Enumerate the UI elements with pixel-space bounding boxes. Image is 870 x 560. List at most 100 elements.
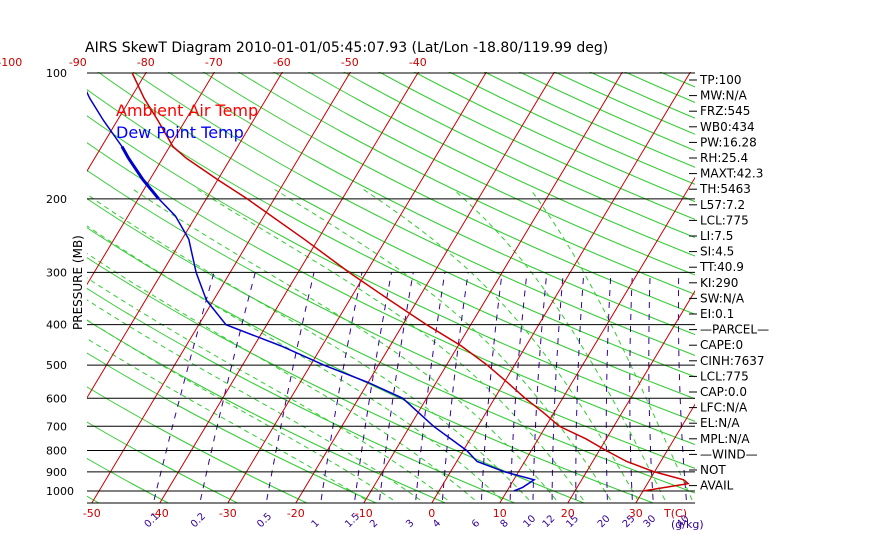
top-temp-tick-label: -70 (205, 56, 223, 69)
dry-adiabat-line (87, 198, 695, 494)
top-temp-tick-label: -50 (341, 56, 359, 69)
top-temp-tick-label: -100 (0, 56, 22, 69)
index-label: TP:100 (699, 73, 742, 87)
top-temp-tick-label: -80 (137, 56, 155, 69)
dry-adiabat-line (413, 72, 695, 203)
bottom-temp-tick-label: -30 (219, 507, 237, 520)
index-label: EI:0.1 (700, 307, 734, 321)
moist-adiabat-line (87, 337, 366, 501)
isotherm-line (567, 290, 695, 503)
isotherm-line (431, 72, 691, 503)
bottom-temp-tick-label: 30 (629, 507, 643, 520)
dry-adiabat-line (343, 72, 695, 239)
dry-adiabat-line (87, 287, 517, 503)
index-label: SW:N/A (700, 291, 745, 305)
profile-layer (87, 72, 690, 492)
pressure-tick-label: 1000 (46, 485, 74, 498)
index-label: TT:40.9 (699, 260, 744, 274)
index-label: MW:N/A (700, 89, 748, 103)
isotherm-line (87, 72, 283, 399)
moist-adiabat-line (87, 277, 448, 501)
pressure-tick-label: 300 (46, 266, 67, 279)
mixing-ratio-line (153, 272, 215, 501)
bottom-temp-tick-label: 20 (561, 507, 575, 520)
mixing-ratio-unit-label: (g/kg) (671, 518, 704, 531)
isotherm-line (91, 72, 351, 503)
dry-adiabat-line (87, 169, 695, 469)
dry-adiabat-line (87, 386, 309, 503)
index-label: LI:7.5 (700, 229, 733, 243)
bottom-temp-tick-label: -50 (83, 507, 101, 520)
moist-adiabat-line (87, 225, 503, 501)
dry-adiabat-line (237, 72, 695, 295)
dry-adiabat-line (202, 72, 695, 315)
grid-layer (87, 72, 695, 503)
index-label: SI:4.5 (700, 245, 734, 259)
bottom-temp-tick-label: -10 (355, 507, 373, 520)
bottom-temp-tick-label: 0 (428, 507, 435, 520)
moist-adiabat-line (87, 299, 421, 501)
isotherm-line (295, 72, 555, 503)
dry-adiabat-line (378, 72, 695, 220)
dry-adiabat-line (87, 142, 695, 446)
index-label: CINH:7637 (700, 354, 765, 368)
index-label: MAXT:42.3 (700, 167, 763, 181)
index-label: NOT (700, 463, 726, 477)
ambient-air-temp-line (131, 72, 690, 492)
dry-adiabat-line (87, 115, 695, 422)
bottom-temp-tick-label: -40 (151, 507, 169, 520)
isotherm-line (87, 72, 215, 286)
dry-adiabat-line (87, 89, 695, 400)
index-label: CAPE:0 (700, 338, 743, 352)
dry-adiabat-line (132, 72, 695, 356)
dry-adiabat-line (518, 72, 695, 152)
isotherm-line (227, 72, 487, 503)
isotherm-line (363, 72, 623, 503)
dry-adiabat-line (87, 421, 239, 503)
pressure-tick-label: 800 (46, 444, 67, 457)
moist-adiabat-line (530, 189, 693, 501)
index-label: —WIND— (700, 447, 758, 461)
dry-adiabat-line (483, 72, 695, 168)
pressure-tick-label: 400 (46, 319, 67, 332)
dry-adiabat-line (87, 319, 447, 503)
index-label: AVAIL (700, 479, 734, 493)
bottom-temp-tick-label: 10 (493, 507, 507, 520)
bottom-temp-tick-label: -20 (287, 507, 305, 520)
dry-adiabat-line (448, 72, 695, 185)
bottom-temp-unit-label: T(C) (663, 507, 687, 520)
index-label: KI:290 (700, 276, 738, 290)
top-temp-tick-label: -60 (273, 56, 291, 69)
dry-adiabat-line (167, 72, 695, 336)
moist-adiabat-line (87, 193, 530, 501)
index-label: MPL:N/A (700, 432, 750, 446)
dry-adiabat-line (307, 72, 695, 257)
moist-adiabat-line (274, 189, 611, 501)
pressure-tick-label: 700 (46, 420, 67, 433)
legend-dew-point-temp: Dew Point Temp (116, 123, 244, 142)
chart-title: AIRS SkewT Diagram 2010-01-01/05:45:07.9… (85, 40, 608, 56)
isotherm-line (159, 72, 419, 503)
dry-adiabat-line (97, 72, 695, 378)
label-layer: 1002003004005006007008009001000-120-110-… (0, 56, 769, 531)
index-label: TH:5463 (699, 182, 751, 196)
index-label: L57:7.2 (700, 198, 745, 212)
top-temp-tick-label: -90 (69, 56, 87, 69)
top-temp-tick-label: -40 (409, 56, 427, 69)
isotherm-line (635, 403, 695, 503)
legend-ambient-air-temp: Ambient Air Temp (116, 101, 258, 120)
dew-point-temp-thick-segment (120, 145, 160, 200)
pressure-tick-label: 500 (46, 359, 67, 372)
index-label: RH:25.4 (700, 151, 748, 165)
index-label: PW:16.28 (700, 135, 757, 149)
index-label: LCL:775 (700, 369, 749, 383)
y-axis-label: PRESSURE (MB) (71, 235, 85, 330)
dry-adiabat-line (87, 352, 378, 503)
moist-adiabat-line (87, 252, 475, 501)
pressure-tick-label: 900 (46, 466, 67, 479)
index-label: —PARCEL— (700, 323, 769, 337)
isotherm-line (499, 176, 695, 503)
dry-adiabat-line (272, 72, 695, 276)
